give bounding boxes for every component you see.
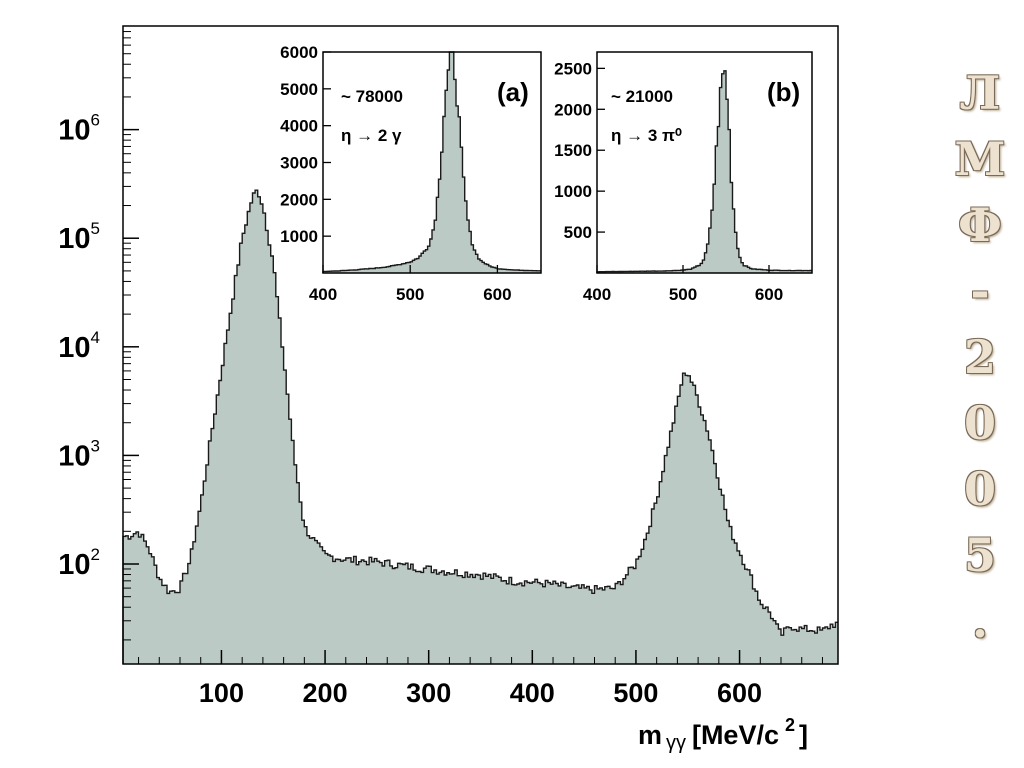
- inset-y-tick-label: 5000: [280, 80, 318, 99]
- inset-y-tick-label: 1500: [554, 141, 592, 160]
- inset-x-tick-label: 400: [309, 285, 337, 304]
- y-tick-label: 104: [58, 328, 100, 364]
- x-tick-label: 200: [303, 678, 348, 708]
- x-tick-label: 400: [510, 678, 555, 708]
- main-x-ticks: 100 200 300 400 500 600: [138, 650, 823, 708]
- side-char: 5: [963, 528, 996, 582]
- inset-y-tick-label: 500: [564, 223, 592, 242]
- main-minor-ticks: [123, 25, 131, 641]
- inset-b-decay: η → 3 π⁰: [611, 126, 682, 145]
- inset-y-tick-label: 1000: [280, 227, 318, 246]
- inset-y-tick-label: 3000: [280, 154, 318, 173]
- inset-a-decay: η → 2 γ: [341, 126, 402, 145]
- inset-b-title: (b): [767, 77, 800, 107]
- inset-a-x-ticks: 400 500 600: [309, 265, 512, 304]
- inset-y-tick-label: 2500: [554, 59, 592, 78]
- inset-b-frame: [596, 51, 813, 274]
- inset-a-y-ticks: 1000 2000 3000 4000 5000 6000: [280, 43, 331, 246]
- inset-x-tick-label: 500: [396, 285, 424, 304]
- inset-y-tick-label: 4000: [280, 117, 318, 136]
- side-char: 0: [963, 462, 996, 516]
- main-histogram-outline: [122, 189, 838, 664]
- x-tick-label: 300: [406, 678, 451, 708]
- main-y-ticks: 102 103 104 105 106: [58, 111, 139, 581]
- x-tick-label: 600: [717, 678, 762, 708]
- side-char: 0: [963, 396, 996, 450]
- y-tick-label: 103: [58, 436, 100, 472]
- side-char: -: [970, 264, 990, 318]
- side-text: Л М Ф - 2 0 0 5 .: [940, 60, 1020, 654]
- side-char: Ф: [958, 198, 1002, 252]
- inset-a-outline: [322, 51, 541, 273]
- inset-b-count: ~ 21000: [611, 87, 673, 106]
- inset-a-count: ~ 78000: [341, 87, 403, 106]
- inset-x-tick-label: 600: [755, 285, 783, 304]
- side-char: .: [971, 594, 988, 648]
- inset-a: 400 500 600 1000 2000 3000 4000 5000 6000 (a) ~…: [280, 43, 542, 304]
- inset-b-background: [597, 52, 812, 273]
- inset-y-tick-label: 6000: [280, 43, 318, 62]
- x-tick-label: 100: [199, 678, 244, 708]
- main-plot-frame: [122, 25, 839, 665]
- inset-y-tick-label: 2000: [554, 100, 592, 119]
- inset-y-tick-label: 1000: [554, 182, 592, 201]
- y-tick-label: 105: [58, 219, 100, 255]
- main-chart: 100 200 300 400 500 600 102 103 104 105 106 m γγ [M…: [58, 25, 839, 754]
- x-axis-label: m γγ [MeV/c 2]: [638, 715, 808, 754]
- inset-x-tick-label: 400: [583, 285, 611, 304]
- inset-b-x-ticks: 400 500 600: [583, 265, 783, 304]
- side-char: 2: [963, 330, 996, 384]
- y-tick-label: 106: [58, 111, 100, 147]
- side-char: М: [954, 132, 1006, 186]
- inset-a-title: (a): [497, 77, 529, 107]
- inset-y-tick-label: 2000: [280, 190, 318, 209]
- inset-b: 400 500 600 500 1000 1500 2000 2500 (b) ~ 2100…: [554, 51, 813, 304]
- inset-b-y-ticks: 500 1000 1500 2000 2500: [554, 59, 605, 242]
- main-histogram-fill: [123, 190, 838, 664]
- inset-b-outline: [596, 70, 812, 273]
- inset-x-tick-label: 500: [669, 285, 697, 304]
- inset-x-tick-label: 600: [483, 285, 511, 304]
- y-tick-label: 102: [58, 545, 100, 581]
- x-tick-label: 500: [613, 678, 658, 708]
- side-char: Л: [959, 66, 1001, 120]
